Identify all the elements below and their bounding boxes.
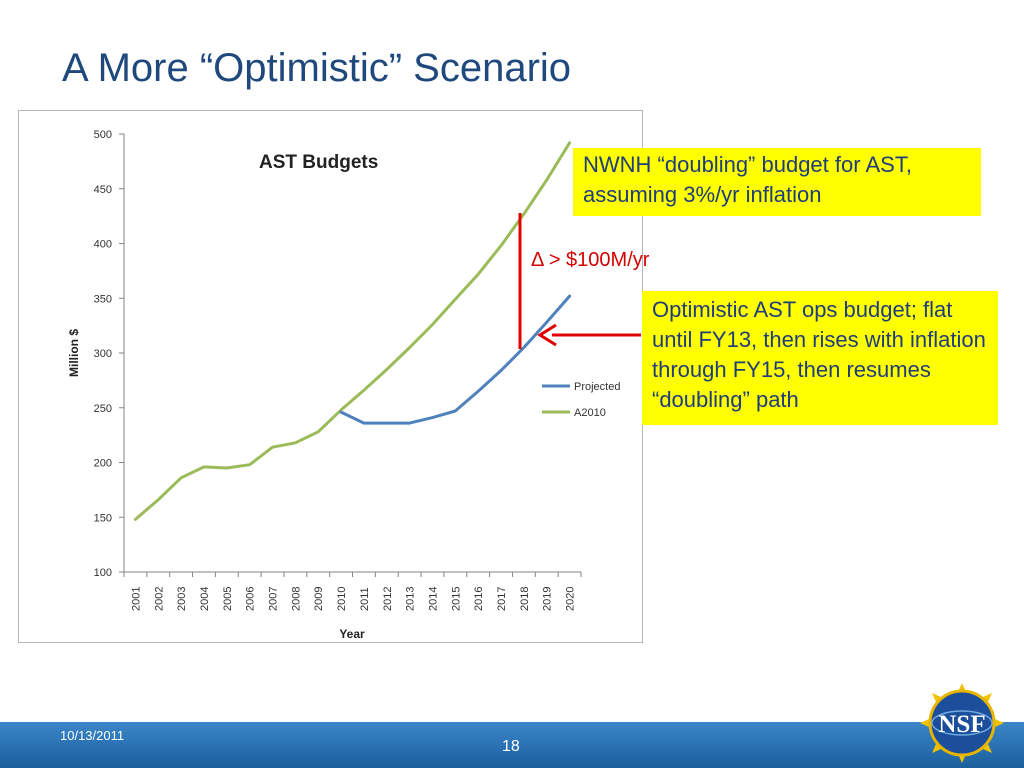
chart-frame: 100 150 200 250 300 350 400 450 500 2001 2002 2003 2… xyxy=(18,110,643,643)
series-line-projected xyxy=(339,294,572,425)
legend-label-projected: Projected xyxy=(574,381,620,393)
x-tick-label: 2006 xyxy=(245,587,257,611)
x-tick-label: 2018 xyxy=(519,587,531,611)
x-tick-label: 2002 xyxy=(153,587,165,611)
y-tick-label: 350 xyxy=(94,293,112,305)
x-tick-label: 2005 xyxy=(222,587,234,611)
ast-budget-chart: 100 150 200 250 300 350 400 450 500 2001 2002 2003 2… xyxy=(67,129,620,641)
nsf-logo-text: NSF xyxy=(938,711,985,738)
x-tick-label: 2014 xyxy=(427,587,439,611)
footer-bar xyxy=(0,722,1024,768)
x-tick-label: 2001 xyxy=(130,587,142,611)
series-line-a2010 xyxy=(133,141,572,521)
footer-date: 10/13/2011 xyxy=(60,728,125,743)
x-tick-label: 2016 xyxy=(473,587,485,611)
x-axis-title: Year xyxy=(339,627,365,641)
slide-title: A More “Optimistic” Scenario xyxy=(62,46,572,90)
y-tick-label: 200 xyxy=(94,458,112,470)
legend-label-a2010: A2010 xyxy=(574,407,606,419)
delta-label: Δ > $100M/yr xyxy=(531,249,650,271)
x-tick-label: 2008 xyxy=(290,587,302,611)
y-tick-label: 400 xyxy=(94,239,112,251)
x-tick-label: 2019 xyxy=(542,587,554,611)
y-tick-label: 450 xyxy=(94,184,112,196)
x-tick-label: 2020 xyxy=(565,587,577,611)
x-tick-label: 2003 xyxy=(176,587,188,611)
y-tick-label: 300 xyxy=(94,348,112,360)
y-tick-label: 100 xyxy=(94,567,112,579)
x-tick-label: 2010 xyxy=(336,587,348,611)
page-number: 18 xyxy=(502,738,520,755)
x-tick-label: 2015 xyxy=(450,587,462,611)
y-tick-label: 250 xyxy=(94,403,112,415)
x-tick-label: 2011 xyxy=(359,587,371,611)
ops-budget-callout: Optimistic AST ops budget; flat until FY… xyxy=(642,291,998,425)
x-tick-label: 2007 xyxy=(268,587,280,611)
y-tick-label: 500 xyxy=(94,129,112,141)
y-axis-title: Million $ xyxy=(67,329,81,377)
x-tick-label: 2009 xyxy=(313,587,325,611)
x-tick-label: 2017 xyxy=(496,587,508,611)
x-tick-label: 2004 xyxy=(199,587,211,611)
y-tick-label: 150 xyxy=(94,512,112,524)
nwnh-callout: NWNH “doubling” budget for AST, assuming… xyxy=(573,148,981,216)
x-tick-label: 2012 xyxy=(382,587,394,611)
nsf-logo: NSF xyxy=(920,683,1004,763)
chart-title: AST Budgets xyxy=(259,152,378,173)
x-tick-label: 2013 xyxy=(405,587,417,611)
